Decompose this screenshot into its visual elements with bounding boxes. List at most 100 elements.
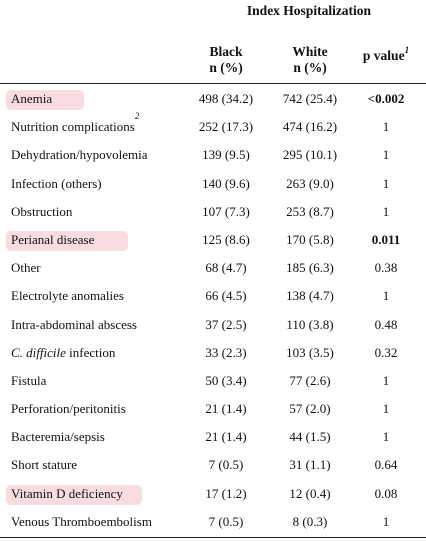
row-label: Electrolyte anomalies <box>6 288 124 303</box>
black-n-cell: 21 (1.4) <box>205 429 247 445</box>
column-header-black-unit: n (%) <box>209 60 243 75</box>
row-label-cell: Dehydration/hypovolemia <box>6 142 192 170</box>
p-value-cell: 1 <box>382 175 390 191</box>
table-row: Obstruction 107 (7.3) 253 (8.7) 1 <box>0 199 426 227</box>
black-n-cell: 139 (9.5) <box>202 147 250 163</box>
black-n-cell: 7 (0.5) <box>208 457 244 473</box>
row-label-cell: Fistula <box>6 368 192 396</box>
black-n-cell: 17 (1.2) <box>205 485 247 501</box>
black-n-cell: 125 (8.6) <box>202 231 250 247</box>
table-rule-bottom <box>0 537 426 538</box>
table-row: Other 68 (4.7) 185 (6.3) 0.38 <box>0 255 426 283</box>
row-label-text: Bacteremia/sepsis <box>11 429 105 445</box>
row-label-text: Intra-abdominal abscess <box>11 316 137 332</box>
table-body: Anemia 498 (34.2) 742 (25.4) <0.002 Nutritio… <box>0 86 426 537</box>
footnote-marker: 1 <box>404 45 410 55</box>
row-highlight <box>6 90 84 110</box>
row-label-text: Electrolyte anomalies <box>11 288 124 304</box>
row-highlight <box>6 484 142 505</box>
p-value-cell: 1 <box>382 203 390 219</box>
row-label-text: Perianal disease <box>11 231 95 247</box>
black-n-cell: 140 (9.6) <box>202 175 250 191</box>
row-label-cell: Vitamin D deficiency <box>6 481 192 509</box>
black-n-cell: 21 (1.4) <box>205 401 247 417</box>
row-label: Infection (others) <box>6 176 102 191</box>
row-label-cell: Electrolyte anomalies <box>6 283 192 311</box>
column-header-p-value: p value1 <box>350 45 422 64</box>
row-label-text: Vitamin D deficiency <box>11 485 123 501</box>
row-label-cell: Infection (others) <box>6 171 192 199</box>
table-row: Perforation/peritonitis 21 (1.4) 57 (2.0) 1 <box>0 396 426 424</box>
p-value-cell: 0.64 <box>374 457 398 473</box>
row-label-cell: Bacteremia/sepsis <box>6 424 192 452</box>
table-row: Bacteremia/sepsis 21 (1.4) 44 (1.5) 1 <box>0 424 426 452</box>
column-header-white: White n (%) <box>270 44 350 76</box>
p-value-cell: 1 <box>382 288 390 304</box>
p-value-cell: 1 <box>382 429 390 445</box>
group-header-index-hospitalization: Index Hospitalization <box>246 3 372 18</box>
p-value-cell: 0.48 <box>374 316 398 332</box>
row-label-text: infection <box>65 344 116 360</box>
p-value-cell: 1 <box>382 401 390 417</box>
white-n-cell: 57 (2.0) <box>289 401 331 417</box>
table-row: Short stature 7 (0.5) 31 (1.1) 0.64 <box>0 452 426 480</box>
white-n-cell: 8 (0.3) <box>292 513 328 529</box>
row-label-cell: Short stature <box>6 452 192 480</box>
row-label-cell: Perforation/peritonitis <box>6 396 192 424</box>
row-label: Perianal disease <box>6 232 94 247</box>
white-n-cell: 295 (10.1) <box>282 147 338 163</box>
white-n-cell: 742 (25.4) <box>282 91 338 106</box>
row-label: Anemia <box>6 91 52 106</box>
table-row: Electrolyte anomalies 66 (4.5) 138 (4.7) 1 <box>0 283 426 311</box>
row-label: Intra-abdominal abscess <box>6 317 137 332</box>
p-value-cell: 0.38 <box>374 260 398 276</box>
white-n-cell: 138 (4.7) <box>286 288 334 304</box>
row-label-text: Venous Thromboembolism <box>11 513 152 529</box>
p-value-cell: <0.002 <box>367 91 405 106</box>
row-label: Nutrition complications2 <box>6 112 139 135</box>
table-row: Infection (others) 140 (9.6) 263 (9.0) 1 <box>0 171 426 199</box>
row-label-text: Dehydration/hypovolemia <box>11 147 148 163</box>
row-label-text: Perforation/peritonitis <box>11 401 126 417</box>
row-label-text: Infection (others) <box>11 175 102 191</box>
row-label-cell: Other <box>6 255 192 283</box>
column-header-p-label: p value <box>362 48 405 63</box>
white-n-cell: 103 (3.5) <box>286 344 334 360</box>
p-value-cell: 1 <box>382 147 390 163</box>
row-label-text: Fistula <box>11 372 47 388</box>
p-value-cell: 0.32 <box>374 344 398 360</box>
row-label-cell: Anemia <box>6 86 192 114</box>
row-label-text: Obstruction <box>11 203 73 219</box>
footnote-marker: 2 <box>134 111 140 122</box>
p-value-cell: 0.011 <box>371 231 401 247</box>
row-label: Fistula <box>6 373 46 388</box>
row-label-text: Anemia <box>11 91 53 106</box>
table-row: Intra-abdominal abscess 37 (2.5) 110 (3.8)… <box>0 312 426 340</box>
table-row: Dehydration/hypovolemia 139 (9.5) 295 (10.… <box>0 142 426 170</box>
black-n-cell: 33 (2.3) <box>205 344 247 360</box>
p-value-cell: 1 <box>382 119 390 135</box>
row-label-cell: C. difficile infection <box>6 340 192 368</box>
row-highlight <box>6 230 128 251</box>
table-row: Vitamin D deficiency 17 (1.2) 12 (0.4) 0.08 <box>0 481 426 509</box>
row-label: C. difficile infection <box>6 345 115 360</box>
row-label: Venous Thromboembolism <box>6 514 152 529</box>
black-n-cell: 7 (0.5) <box>208 513 244 529</box>
row-label: Short stature <box>6 457 77 472</box>
table-row: C. difficile infection 33 (2.3) 103 (3.5) 0… <box>0 340 426 368</box>
table-row: Venous Thromboembolism 7 (0.5) 8 (0.3) 1 <box>0 509 426 537</box>
row-label: Other <box>6 260 41 275</box>
row-label: Obstruction <box>6 204 72 219</box>
white-n-cell: 474 (16.2) <box>282 119 338 135</box>
p-value-cell: 1 <box>382 372 390 388</box>
white-n-cell: 263 (9.0) <box>286 175 334 191</box>
table-row: Anemia 498 (34.2) 742 (25.4) <0.002 <box>0 86 426 114</box>
row-label-cell: Intra-abdominal abscess <box>6 312 192 340</box>
p-value-cell: 0.08 <box>374 485 398 501</box>
white-n-cell: 44 (1.5) <box>289 429 331 445</box>
row-label-italic: C. difficile <box>11 344 66 360</box>
row-label: Dehydration/hypovolemia <box>6 147 147 162</box>
row-label-text: Nutrition complications <box>11 119 135 135</box>
white-n-cell: 31 (1.1) <box>289 457 331 473</box>
row-label: Bacteremia/sepsis <box>6 429 105 444</box>
